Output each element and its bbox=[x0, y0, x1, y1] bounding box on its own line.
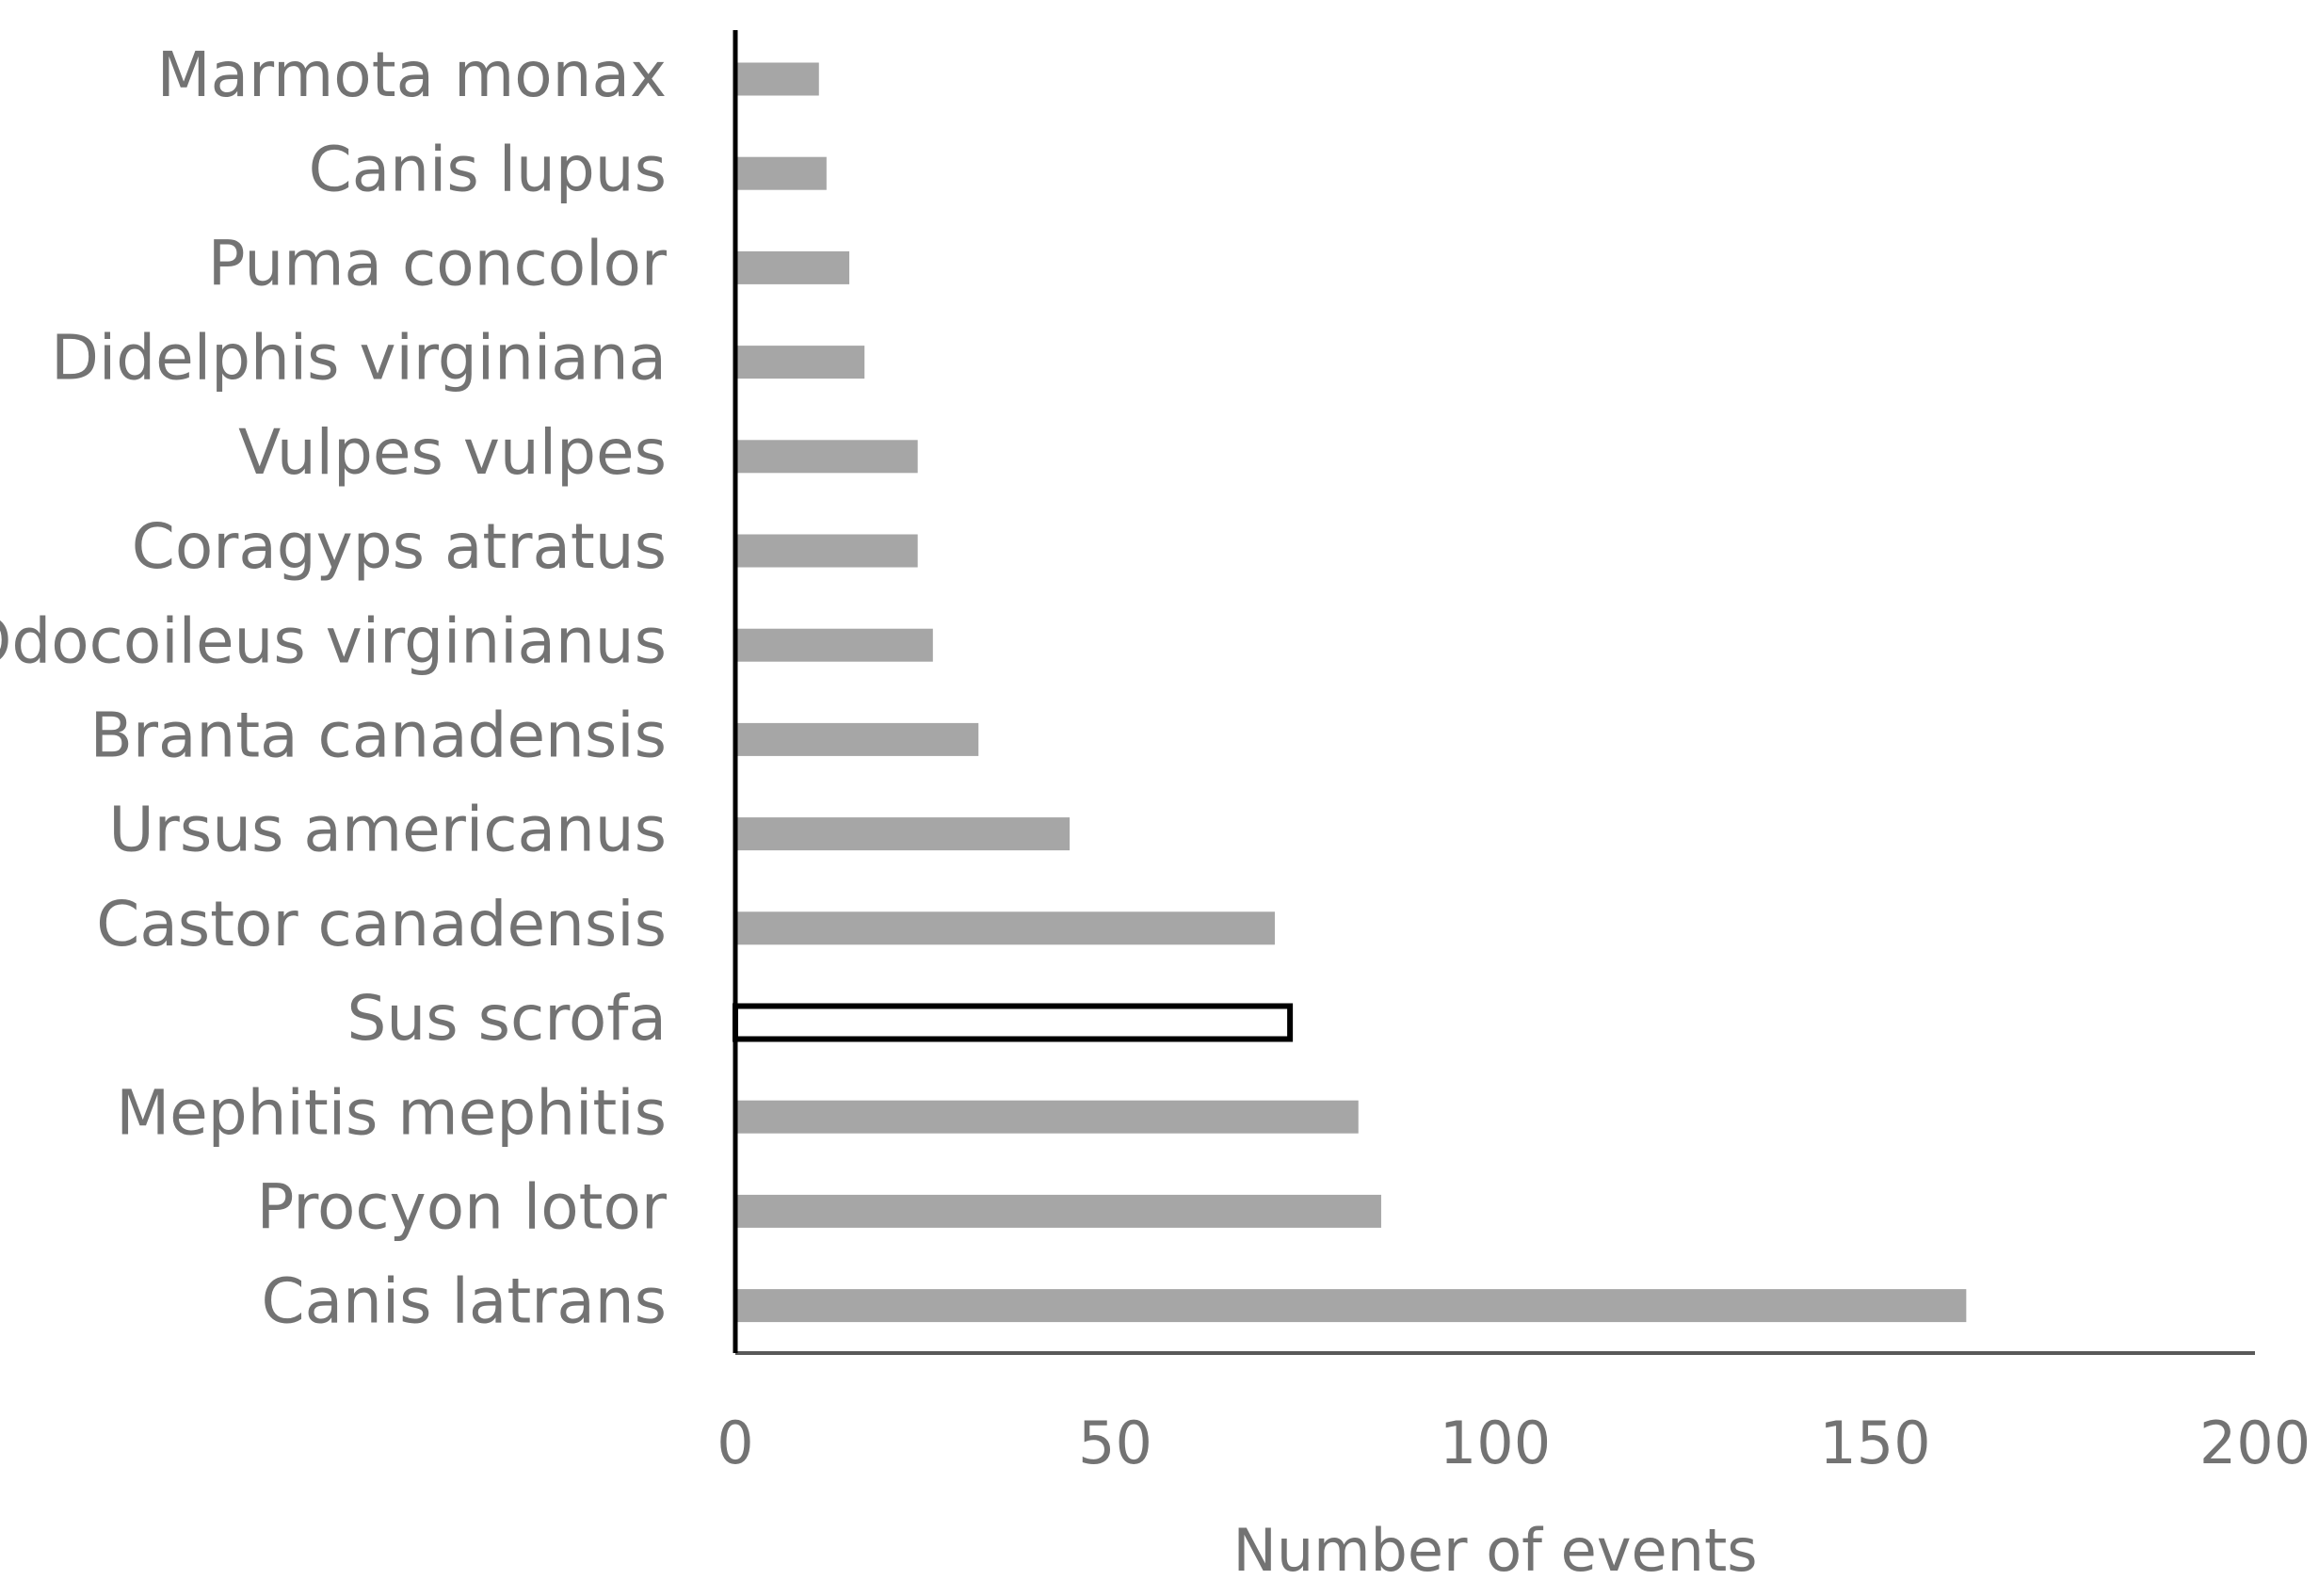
y-tick-label: Puma concolor bbox=[208, 227, 668, 299]
y-tick-label: Vulpes vulpes bbox=[238, 416, 667, 489]
x-tick-label: 50 bbox=[1078, 1409, 1152, 1477]
bar bbox=[735, 62, 819, 96]
bar bbox=[735, 1194, 1381, 1228]
bar bbox=[735, 534, 918, 568]
x-tick-label: 0 bbox=[717, 1409, 753, 1477]
bar bbox=[735, 722, 979, 756]
y-tick-label: Didelphis virginiana bbox=[51, 322, 667, 395]
x-tick-label: 200 bbox=[2199, 1409, 2311, 1477]
bar bbox=[735, 440, 918, 474]
y-tick-label: Procyon lotor bbox=[257, 1170, 668, 1243]
bar bbox=[735, 1289, 1967, 1323]
x-axis-label: Number of events bbox=[1232, 1516, 1757, 1585]
y-tick-label: Ursus americanus bbox=[108, 794, 667, 866]
x-tick-label: 100 bbox=[1440, 1409, 1551, 1477]
bar bbox=[735, 346, 865, 379]
y-tick-label: Branta canadensis bbox=[90, 699, 667, 771]
y-tick-label: Marmota monax bbox=[157, 39, 667, 111]
y-tick-label: Canis latrans bbox=[261, 1266, 667, 1338]
bar bbox=[735, 1100, 1359, 1134]
y-tick-label: Odocoileus virginianus bbox=[0, 605, 667, 677]
x-tick-label: 150 bbox=[1819, 1409, 1930, 1477]
y-tick-label: Sus scrofa bbox=[346, 982, 667, 1055]
bar bbox=[735, 156, 827, 190]
y-tick-label: Canis lupus bbox=[309, 133, 667, 205]
y-tick-label: Coragyps atratus bbox=[132, 510, 667, 583]
bar bbox=[735, 817, 1071, 851]
bar bbox=[733, 1003, 1294, 1042]
bar bbox=[735, 250, 850, 284]
bar bbox=[735, 628, 933, 662]
y-tick-label: Mephitis mephitis bbox=[116, 1076, 667, 1149]
y-tick-label: Castor canadensis bbox=[96, 888, 667, 960]
bar bbox=[735, 911, 1275, 945]
